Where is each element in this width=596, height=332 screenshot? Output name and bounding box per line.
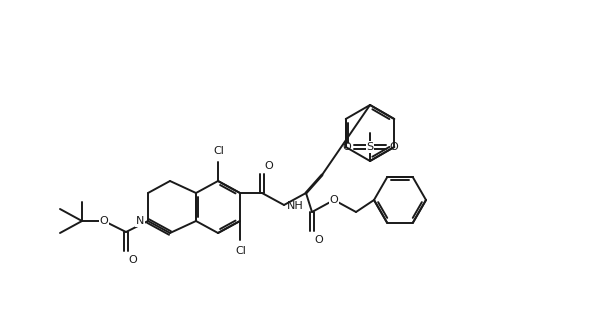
Text: O: O	[314, 235, 323, 245]
Text: Cl: Cl	[213, 146, 225, 156]
Text: Cl: Cl	[235, 246, 246, 256]
Text: N: N	[136, 216, 144, 226]
Text: O: O	[128, 255, 136, 265]
Text: S: S	[367, 142, 374, 152]
Text: O: O	[389, 142, 398, 152]
Text: O: O	[330, 195, 339, 205]
Text: NH: NH	[287, 201, 304, 211]
Text: O: O	[342, 142, 351, 152]
Text: O: O	[264, 161, 273, 171]
Text: O: O	[100, 216, 108, 226]
